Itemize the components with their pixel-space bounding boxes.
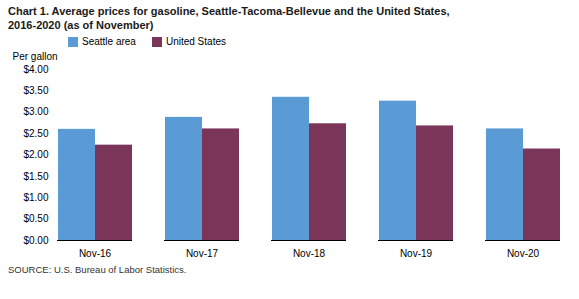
svg-text:$2.00: $2.00 bbox=[23, 149, 48, 160]
svg-text:Per gallon: Per gallon bbox=[13, 51, 58, 62]
svg-text:Nov-19: Nov-19 bbox=[400, 248, 433, 259]
svg-text:$1.00: $1.00 bbox=[23, 192, 48, 203]
html-text:Chart 1. Average prices for ga: Chart 1. Average prices for gasoline, Se… bbox=[8, 5, 450, 17]
svg-text:Nov-20: Nov-20 bbox=[507, 248, 540, 259]
html-text:SOURCE: U.S. Bureau of Labor S: SOURCE: U.S. Bureau of Labor Statistics. bbox=[8, 264, 187, 275]
html-text:United States: United States bbox=[165, 36, 226, 47]
svg-text:Nov-16: Nov-16 bbox=[79, 248, 112, 259]
svg-text:$0.00: $0.00 bbox=[23, 235, 48, 246]
svg-text:$3.00: $3.00 bbox=[23, 106, 48, 117]
html-text:Seattle area: Seattle area bbox=[82, 36, 136, 47]
svg-text:$1.50: $1.50 bbox=[23, 171, 48, 182]
html-text:2016-2020 (as of November): 2016-2020 (as of November) bbox=[8, 19, 154, 31]
svg-text:$0.50: $0.50 bbox=[23, 213, 48, 224]
svg-text:$2.50: $2.50 bbox=[23, 128, 48, 139]
svg-text:$4.00: $4.00 bbox=[23, 64, 48, 75]
svg-text:Nov-18: Nov-18 bbox=[293, 248, 326, 259]
svg-text:$3.50: $3.50 bbox=[23, 85, 48, 96]
svg-text:Nov-17: Nov-17 bbox=[186, 248, 219, 259]
